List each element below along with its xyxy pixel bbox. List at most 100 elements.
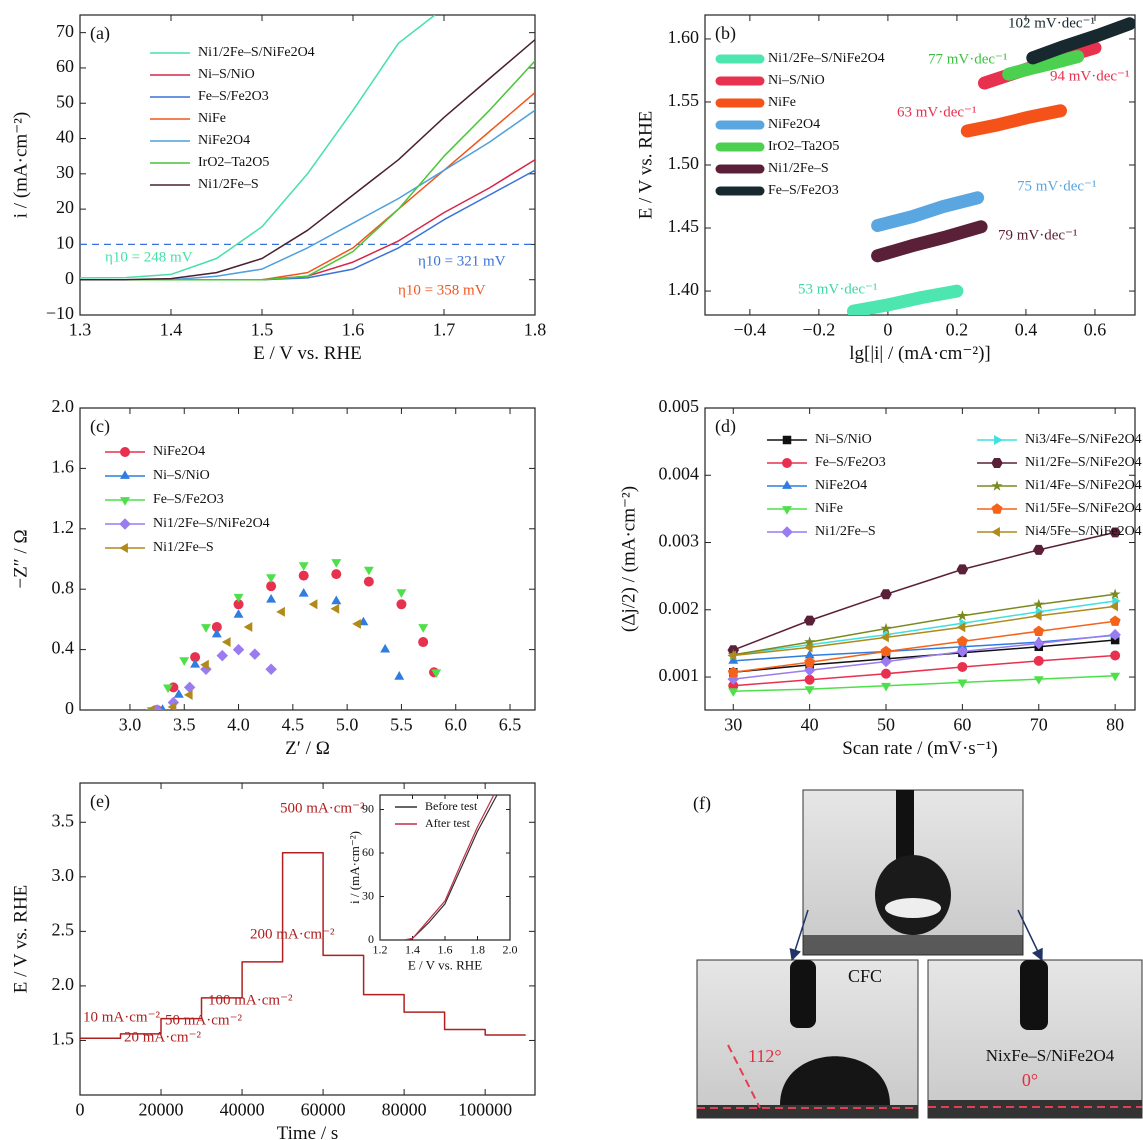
marker [991, 527, 1000, 537]
marker [233, 599, 244, 610]
annotation: 20 mA·cm⁻² [124, 1029, 201, 1045]
annotation: η10 = 358 mV [398, 282, 486, 298]
marker [880, 645, 892, 657]
marker [233, 609, 244, 618]
marker [266, 574, 277, 583]
chart: 30 40 50 60 70 80 0.001 0.002 0.003 0.004 0.005 Sca… [618, 396, 1141, 759]
x-tick-label: −0.2 [803, 319, 836, 339]
marker [727, 650, 737, 661]
marker [727, 666, 739, 677]
legend-label: Ni1/2Fe–S/NiFe2O4 [1025, 455, 1142, 470]
x-tick-label: 30 [724, 714, 742, 734]
y-tick-label: 0.005 [659, 396, 700, 416]
x-axis-label: Z′ / Ω [285, 738, 330, 759]
legend-label: Ni1/2Fe–S/NiFe2O4 [153, 516, 270, 531]
legend-label: NiFe [768, 95, 796, 110]
x-tick-label: 80 [1106, 714, 1124, 734]
marker [298, 588, 309, 597]
marker [119, 518, 131, 530]
x-tick-label: 0 [883, 319, 892, 339]
y-tick-label: 50 [56, 91, 74, 111]
legend-label: Ni–S/NiO [815, 432, 872, 447]
panel-label: (f) [693, 793, 711, 814]
x-axis-label: E / V vs. RHE [253, 343, 362, 364]
legend-label: Ni–S/NiO [768, 73, 825, 88]
substrate [928, 1100, 1142, 1118]
y-tick-label: 0.001 [659, 665, 700, 685]
annotation: 10 mA·cm⁻² [83, 1009, 160, 1025]
plot-frame [79, 14, 536, 316]
x-tick-label: 1.5 [251, 319, 274, 339]
legend-label: NiFe2O4 [198, 133, 250, 148]
marker [179, 657, 190, 666]
x-tick-label: 5.5 [390, 714, 413, 734]
panel-label: (a) [90, 23, 110, 44]
x-tick-label: 0.2 [946, 319, 969, 339]
x-tick-label: 40 [801, 714, 819, 734]
y-tick-label: 30 [362, 888, 374, 902]
annotation: 63 mV·dec⁻¹ [897, 104, 976, 120]
marker [331, 595, 342, 605]
y-tick-label: 0.002 [659, 598, 700, 618]
legend-label: Ni1/4Fe–S/NiFe2O4 [1025, 478, 1142, 493]
annotation: η10 = 321 mV [418, 253, 506, 269]
series-group [80, 15, 535, 281]
marker [803, 642, 813, 653]
marker [120, 447, 130, 457]
y-tick-label: 0.8 [52, 577, 75, 597]
line [1002, 50, 1085, 81]
marker [265, 663, 277, 675]
line [733, 593, 1116, 656]
x-tick-label: 3.5 [173, 714, 196, 734]
annotation: 102 mV·dec⁻¹ [1008, 15, 1095, 31]
y-tick-label: 1.55 [668, 90, 700, 110]
line [733, 600, 1116, 656]
legend-label: Fe–S/Fe2O3 [198, 89, 269, 104]
marker [1109, 527, 1121, 538]
x-tick-label: 6.0 [444, 714, 467, 734]
annotation: 200 mA·cm⁻² [250, 926, 335, 942]
panel-label: (b) [715, 23, 736, 44]
marker [233, 593, 244, 603]
x-tick-label: 4.0 [227, 714, 250, 734]
marker [211, 621, 222, 632]
marker [991, 458, 1003, 468]
marker [249, 648, 261, 660]
series-group [80, 852, 526, 1040]
marker [396, 599, 407, 610]
y-axis-label: (Δj/2) / (mA·cm⁻²) [618, 486, 639, 632]
x-axis-label: lg[|i| / (mA·cm⁻²)] [849, 343, 991, 364]
marker [1109, 601, 1118, 612]
y-axis-label: E / V vs. RHE [10, 885, 31, 994]
marker [431, 669, 442, 678]
series-group [846, 17, 1135, 315]
marker [1110, 672, 1121, 682]
marker [782, 480, 792, 489]
legend-label: After test [425, 816, 471, 830]
marker [1033, 655, 1044, 666]
marker [119, 543, 128, 553]
line [960, 104, 1067, 138]
x-tick-label: 1.3 [69, 319, 92, 339]
legend-label: NiFe [815, 501, 843, 516]
y-tick-label: 2.0 [52, 396, 75, 416]
plot-frame [704, 407, 1136, 711]
annotation: 53 mV·dec⁻¹ [798, 281, 877, 297]
y-tick-label: 0.4 [52, 638, 75, 658]
marker [163, 684, 173, 694]
legend-label: Fe–S/Fe2O3 [153, 492, 224, 507]
marker [880, 589, 892, 600]
marker [782, 506, 792, 515]
marker [266, 581, 277, 592]
droplet [875, 855, 951, 935]
x-tick-label: 3.0 [119, 714, 142, 734]
marker [266, 594, 277, 603]
x-tick-label: 0 [76, 1099, 85, 1119]
y-tick-label: 1.6 [52, 457, 75, 477]
y-tick-label: 1.50 [668, 153, 700, 173]
panel-label: (d) [715, 416, 736, 437]
chart: 1.3 1.4 1.5 1.6 1.7 1.8 −10 0 10 20 30 40 50 60 70 E / … [10, 14, 546, 364]
marker [173, 689, 184, 698]
legend-label: Ni3/4Fe–S/NiFe2O4 [1025, 432, 1142, 447]
line [871, 220, 988, 263]
